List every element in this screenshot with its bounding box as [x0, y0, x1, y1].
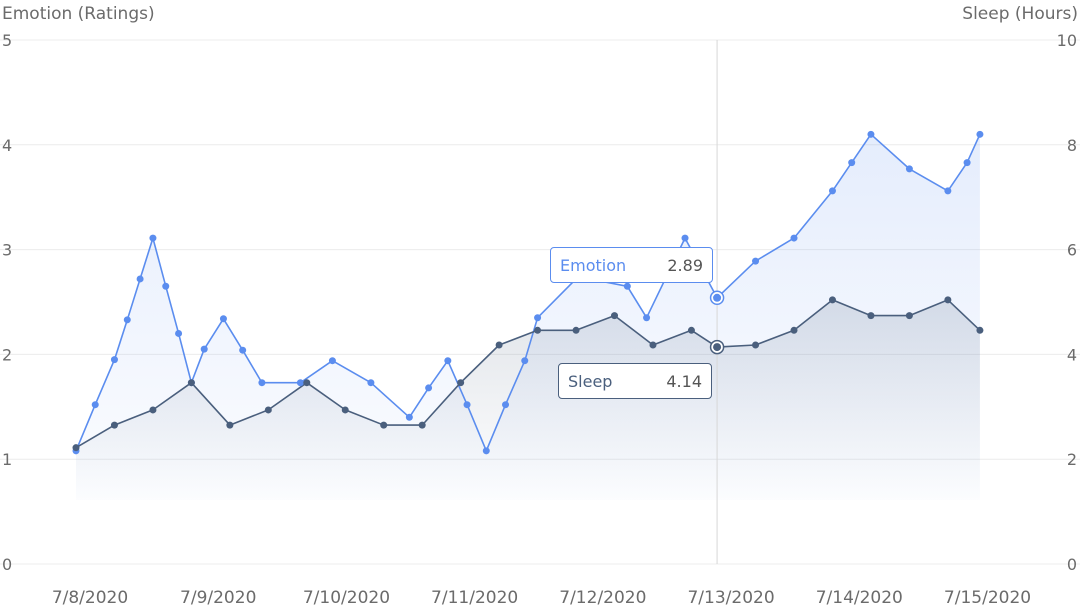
sleep-point: [341, 406, 349, 414]
x-axis-ticks: 7/8/2020 7/9/2020 7/10/2020 7/11/2020 7/12/2…: [52, 588, 1031, 608]
emotion-point: [976, 130, 984, 138]
sleep-point: [264, 406, 272, 414]
emotion-point: [790, 234, 798, 242]
emotion-point: [200, 345, 208, 353]
sleep-point: [867, 312, 875, 320]
sleep-point: [110, 421, 118, 429]
sleep-area: [76, 299, 980, 500]
emotion-point: [162, 282, 170, 290]
emotion-point: [681, 234, 689, 242]
emotion-point: [136, 275, 144, 283]
sleep-point: [649, 341, 657, 349]
right-tick-label: 0: [1067, 555, 1077, 574]
emotion-point: [752, 257, 760, 265]
series-points: [72, 130, 984, 455]
x-tick-label: 7/10/2020: [303, 588, 390, 608]
right-tick-label: 2: [1067, 450, 1077, 469]
x-tick-label: 7/8/2020: [52, 588, 128, 608]
sleep-active-point: [713, 343, 722, 352]
series-areas: [76, 134, 980, 501]
emotion-point: [623, 282, 631, 290]
x-tick-label: 7/15/2020: [944, 588, 1031, 608]
emotion-point: [219, 315, 227, 323]
emotion-active-point: [713, 293, 722, 302]
emotion-point: [963, 159, 971, 167]
sleep-point: [828, 296, 836, 304]
emotion-point: [482, 447, 490, 455]
emotion-point: [502, 401, 510, 409]
left-axis-ticks: 0 1 2 3 4 5: [2, 31, 12, 574]
sleep-point: [72, 444, 80, 452]
sleep-tooltip-label: Sleep: [568, 371, 613, 391]
x-tick-label: 7/13/2020: [687, 588, 774, 608]
sleep-point: [790, 326, 798, 334]
x-tick-label: 7/11/2020: [431, 588, 518, 608]
emotion-point: [239, 346, 247, 354]
emotion-point: [258, 379, 266, 387]
sleep-point: [187, 379, 195, 387]
sleep-point: [976, 326, 984, 334]
right-axis-title: Sleep (Hours): [962, 4, 1078, 24]
emotion-tooltip-value: 2.89: [667, 255, 703, 275]
emotion-point: [110, 356, 118, 364]
sleep-point: [611, 312, 619, 320]
emotion-point: [867, 130, 875, 138]
x-tick-label: 7/12/2020: [559, 588, 646, 608]
sleep-point: [303, 379, 311, 387]
emotion-point: [463, 401, 471, 409]
emotion-point: [643, 314, 651, 322]
emotion-point: [425, 384, 433, 392]
sleep-point: [572, 326, 580, 334]
left-tick-label: 4: [2, 136, 12, 155]
emotion-point: [534, 314, 542, 322]
sleep-point: [534, 326, 542, 334]
emotion-point: [405, 413, 413, 421]
right-tick-label: 6: [1067, 241, 1077, 260]
sleep-point: [380, 421, 388, 429]
sleep-point: [687, 326, 695, 334]
right-axis-ticks: 0 2 4 6 8 10: [1057, 31, 1077, 574]
emotion-point: [123, 316, 131, 324]
emotion-point: [521, 357, 529, 365]
sleep-point: [944, 296, 952, 304]
emotion-tooltip: Emotion 2.89: [550, 247, 713, 283]
emotion-point: [828, 187, 836, 195]
emotion-point: [848, 159, 856, 167]
sleep-point: [752, 341, 760, 349]
emotion-point: [175, 329, 183, 337]
emotion-point: [444, 357, 452, 365]
left-tick-label: 1: [2, 450, 12, 469]
sleep-point: [149, 406, 157, 414]
emotion-point: [905, 165, 913, 173]
emotion-point: [149, 234, 157, 242]
sleep-point: [457, 379, 465, 387]
emotion-point: [367, 379, 375, 387]
emotion-tooltip-label: Emotion: [560, 255, 627, 275]
sleep-point: [226, 421, 234, 429]
sleep-point: [418, 421, 426, 429]
left-tick-label: 3: [2, 241, 12, 260]
right-tick-label: 4: [1067, 345, 1077, 364]
right-tick-label: 8: [1067, 136, 1077, 155]
sleep-point: [495, 341, 503, 349]
left-axis-title: Emotion (Ratings): [2, 4, 155, 24]
emotion-point: [328, 357, 336, 365]
left-tick-label: 2: [2, 345, 12, 364]
sleep-tooltip: Sleep 4.14: [558, 363, 712, 399]
left-tick-label: 0: [2, 555, 12, 574]
emotion-point: [944, 187, 952, 195]
left-tick-label: 5: [2, 31, 12, 50]
sleep-point: [905, 312, 913, 320]
emotion-point: [91, 401, 99, 409]
emotion-point: [296, 379, 304, 387]
right-tick-label: 10: [1057, 31, 1077, 50]
sleep-tooltip-value: 4.14: [666, 371, 702, 391]
x-tick-label: 7/14/2020: [816, 588, 903, 608]
x-tick-label: 7/9/2020: [180, 588, 256, 608]
